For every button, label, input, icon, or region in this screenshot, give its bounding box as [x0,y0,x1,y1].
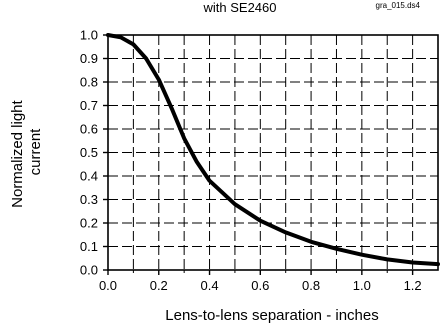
series-line [106,33,440,267]
y-axis-label-line-2: current [27,128,44,176]
x-tick-label: 1.2 [404,278,422,293]
y-tick-label: 0.0 [80,263,98,278]
y-tick-label: 0.8 [80,75,98,90]
y-tick-label: 1.0 [80,28,98,43]
file-id-label: gra_015.ds4 [376,1,421,10]
y-tick-label: 0.1 [80,239,98,254]
tick-labels: 0.0 0.2 0.4 0.6 0.8 1.0 1.2 0.0 0.1 0.2 0.3 0.4 0.5 0… [80,28,422,294]
y-tick-label: 0.2 [80,216,98,231]
y-tick-label: 0.7 [80,98,98,113]
y-axis-label-line-1: Normalized light [9,99,26,207]
x-tick-label: 0.2 [150,278,168,293]
x-axis-label: Lens-to-lens separation - inches [165,307,378,324]
axis-ticks [103,34,414,275]
y-tick-label: 0.6 [80,122,98,137]
y-tick-label: 0.3 [80,192,98,207]
grid [108,35,438,270]
y-tick-label: 0.9 [80,51,98,66]
chart-title: with SE2460 [203,0,277,15]
x-tick-label: 0.6 [251,278,269,293]
y-tick-label: 0.5 [80,145,98,160]
y-axis-label: Normalized light current [9,96,44,208]
y-tick-label: 0.4 [80,169,98,184]
x-tick-label: 1.0 [353,278,371,293]
x-tick-label: 0.8 [302,278,320,293]
x-tick-label: 0.4 [200,278,218,293]
x-tick-label: 0.0 [99,278,117,293]
